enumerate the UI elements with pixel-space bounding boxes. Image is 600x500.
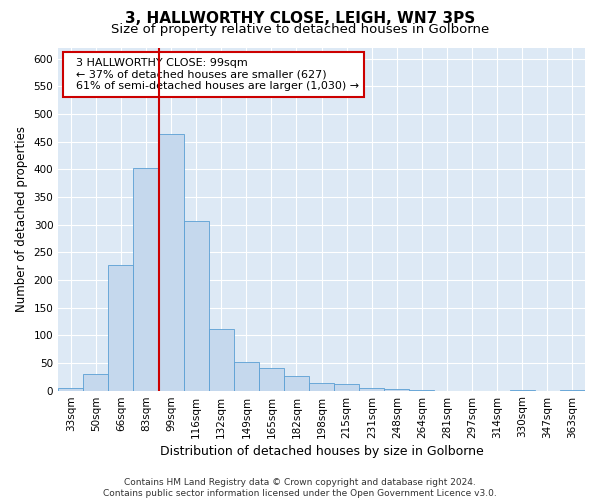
- Bar: [109, 265, 133, 390]
- Bar: [359, 388, 385, 390]
- Bar: [309, 384, 334, 390]
- Bar: [234, 362, 259, 390]
- Bar: [259, 368, 284, 390]
- Bar: [184, 220, 209, 390]
- Bar: [334, 384, 359, 390]
- Bar: [133, 168, 158, 390]
- Bar: [58, 388, 83, 390]
- Text: 3, HALLWORTHY CLOSE, LEIGH, WN7 3PS: 3, HALLWORTHY CLOSE, LEIGH, WN7 3PS: [125, 11, 475, 26]
- Text: Contains HM Land Registry data © Crown copyright and database right 2024.
Contai: Contains HM Land Registry data © Crown c…: [103, 478, 497, 498]
- Bar: [158, 134, 184, 390]
- Text: Size of property relative to detached houses in Golborne: Size of property relative to detached ho…: [111, 22, 489, 36]
- Y-axis label: Number of detached properties: Number of detached properties: [15, 126, 28, 312]
- Bar: [209, 329, 234, 390]
- Bar: [284, 376, 309, 390]
- X-axis label: Distribution of detached houses by size in Golborne: Distribution of detached houses by size …: [160, 444, 484, 458]
- Text: 3 HALLWORTHY CLOSE: 99sqm
  ← 37% of detached houses are smaller (627)
  61% of : 3 HALLWORTHY CLOSE: 99sqm ← 37% of detac…: [69, 58, 359, 91]
- Bar: [83, 374, 109, 390]
